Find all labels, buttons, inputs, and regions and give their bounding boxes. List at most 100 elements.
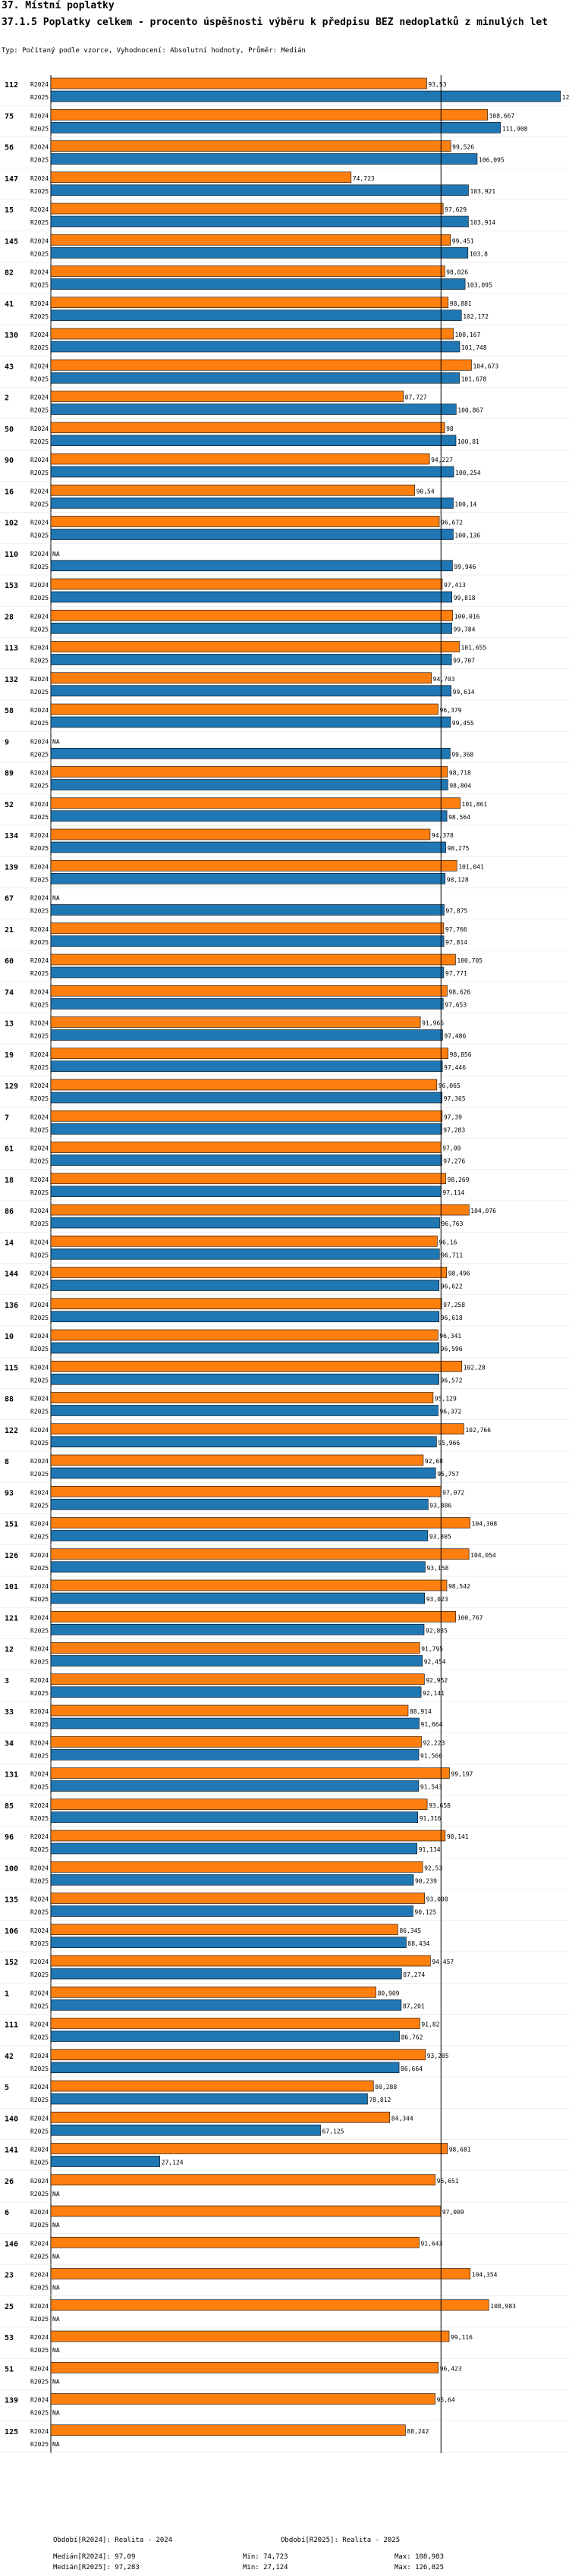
bar-r2024: [50, 1830, 446, 1842]
bar-r2025: [50, 529, 454, 540]
data-label: NA: [52, 2347, 60, 2354]
category-label: 131: [5, 1771, 18, 1780]
data-label: 98,542: [448, 1583, 470, 1590]
category-label: 139: [5, 2397, 18, 2405]
bar-r2025: [50, 622, 452, 634]
category-label: 139: [5, 863, 18, 872]
bar-r2024: [50, 2174, 435, 2186]
category-label: 74: [5, 988, 14, 997]
category-label: 144: [5, 1271, 18, 1279]
data-label: 104,354: [472, 2272, 498, 2279]
bar-r2025: [50, 1311, 440, 1323]
series-label: R2025: [30, 1377, 49, 1384]
bar-r2024: [50, 2143, 448, 2154]
series-label: R2025: [30, 501, 49, 507]
data-label: 99,784: [454, 626, 476, 633]
category-label: 141: [5, 2147, 18, 2155]
data-label: 97,009: [442, 2209, 464, 2216]
bar-r2025: [50, 2124, 321, 2136]
data-label: 98,269: [448, 1176, 470, 1183]
series-label: R2025: [30, 1315, 49, 1321]
data-label: 97,258: [443, 1302, 465, 1308]
data-label: 91,795: [421, 1646, 443, 1653]
series-label: R2025: [30, 2128, 49, 2135]
bar-r2024: [50, 2393, 435, 2405]
data-label: 111,908: [502, 125, 528, 132]
series-label: R2025: [30, 908, 49, 915]
series-label: R2025: [30, 188, 49, 195]
series-label: R2025: [30, 751, 49, 758]
data-label: 96,763: [442, 1220, 464, 1227]
max-2025: Max: 126,825: [395, 2564, 445, 2571]
bar-r2024: [50, 1267, 448, 1278]
bar-r2024: [50, 1235, 438, 1247]
data-label: 90,125: [414, 1909, 436, 1916]
bar-r2025: [50, 1592, 426, 1604]
bar-r2025: [50, 935, 445, 947]
data-label: 99,818: [454, 595, 476, 602]
series-label: R2024: [30, 112, 49, 119]
series-label: R2025: [30, 532, 49, 539]
bar-r2025: [50, 1217, 440, 1229]
data-label: 86,762: [401, 2034, 423, 2041]
series-label: R2024: [30, 331, 49, 338]
bar-r2024: [50, 453, 430, 465]
bar-r2025: [50, 560, 453, 572]
data-label: 67,125: [322, 2128, 344, 2135]
category-label: 135: [5, 1896, 18, 1905]
data-label: 93,205: [427, 2053, 449, 2059]
data-label: 94,227: [431, 457, 453, 463]
data-label: 78,812: [369, 2097, 391, 2103]
bar-r2024: [50, 484, 415, 496]
data-label: 104,054: [470, 1552, 496, 1559]
data-label: 94,378: [432, 832, 454, 839]
series-label: R2024: [30, 2428, 49, 2435]
data-label: 91,316: [420, 1815, 442, 1822]
series-label: R2025: [30, 1815, 49, 1822]
series-label: R2024: [30, 1020, 49, 1027]
data-label: 98,564: [448, 814, 470, 821]
series-label: R2025: [30, 2034, 49, 2041]
series-label: R2025: [30, 219, 49, 226]
data-label: NA: [52, 738, 60, 745]
data-label: NA: [52, 2285, 60, 2292]
bar-r2025: [50, 1154, 442, 1166]
series-label: R2025: [30, 689, 49, 696]
series-label: R2025: [30, 470, 49, 476]
bar-r2024: [50, 108, 488, 121]
bar-r2025: [50, 1999, 402, 2011]
category-label: 67: [5, 895, 14, 903]
data-label: 91,566: [420, 1752, 442, 1759]
bar-r2024: [50, 1798, 428, 1811]
category-label: 136: [5, 1302, 18, 1310]
bar-r2024: [50, 828, 431, 840]
series-label: R2025: [30, 876, 49, 883]
series-label: R2024: [30, 1176, 49, 1183]
data-label: 96,372: [439, 1409, 461, 1415]
series-label: R2024: [30, 2240, 49, 2247]
bar-r2025: [50, 341, 461, 353]
bar-r2024: [50, 2205, 442, 2217]
series-label: R2024: [30, 457, 49, 463]
series-label: R2024: [30, 206, 49, 213]
data-label: 97,814: [445, 939, 467, 946]
data-label: 96,423: [440, 2365, 462, 2372]
series-label: R2024: [30, 1739, 49, 1746]
series-label: R2025: [30, 344, 49, 351]
data-label: 87,727: [405, 394, 427, 401]
data-label: 92,53: [424, 1864, 442, 1871]
bar-r2024: [50, 1517, 470, 1528]
category-label: 151: [5, 1521, 18, 1529]
data-label: 99,116: [451, 2334, 473, 2341]
data-label: 27,124: [162, 2160, 184, 2166]
data-label: 98,804: [449, 783, 471, 790]
series-label: R2024: [30, 488, 49, 495]
series-label: R2024: [30, 1051, 49, 1058]
bar-r2025: [50, 904, 445, 916]
data-label: 100,81: [457, 438, 479, 445]
bar-r2025: [50, 591, 453, 603]
data-label: NA: [52, 2378, 60, 2385]
data-label: 92,223: [423, 1739, 445, 1746]
series-label: R2025: [30, 2441, 49, 2448]
series-label: R2025: [30, 313, 49, 320]
